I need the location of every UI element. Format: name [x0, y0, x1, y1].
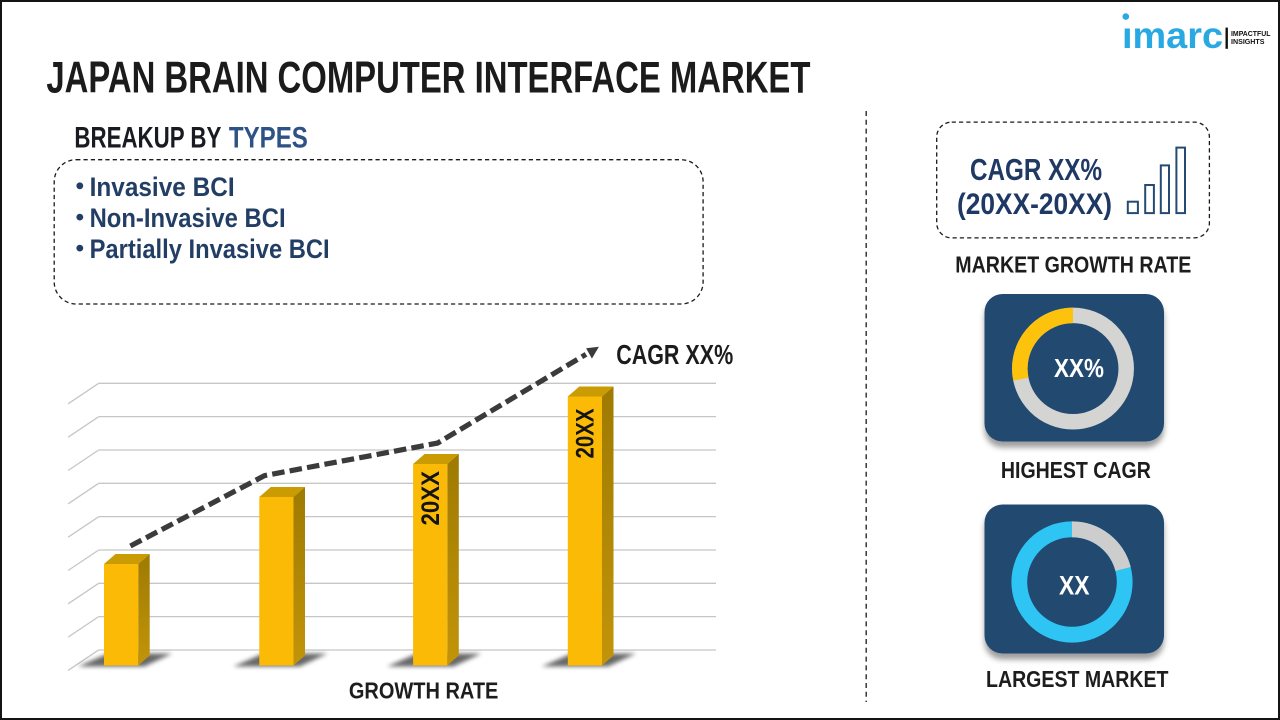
svg-text:Invasive BCI: Invasive BCI: [90, 172, 235, 202]
svg-text:LARGEST MARKET: LARGEST MARKET: [986, 666, 1169, 692]
svg-text:(20XX-20XX): (20XX-20XX): [957, 188, 1112, 221]
svg-text:HIGHEST CAGR: HIGHEST CAGR: [1001, 457, 1151, 483]
svg-text:MARKET GROWTH RATE: MARKET GROWTH RATE: [955, 252, 1191, 278]
svg-text:Non-Invasive BCI: Non-Invasive BCI: [90, 203, 286, 233]
svg-text:20XX: 20XX: [418, 470, 445, 525]
svg-text:GROWTH RATE: GROWTH RATE: [349, 677, 499, 703]
svg-text:XX%: XX%: [1054, 353, 1104, 383]
svg-text:JAPAN BRAIN COMPUTER INTERFACE: JAPAN BRAIN COMPUTER INTERFACE MARKET: [46, 54, 810, 103]
svg-text:INSIGHTS: INSIGHTS: [1231, 37, 1265, 46]
svg-text:IMPACTFUL: IMPACTFUL: [1231, 29, 1271, 38]
svg-text:CAGR XX%: CAGR XX%: [616, 338, 733, 370]
svg-text:BREAKUP BY: BREAKUP BY: [74, 122, 221, 155]
svg-text:TYPES: TYPES: [229, 122, 308, 155]
svg-text:20XX: 20XX: [573, 408, 600, 458]
svg-text:CAGR XX%: CAGR XX%: [970, 152, 1102, 187]
svg-text:XX: XX: [1059, 571, 1090, 601]
svg-text:ımarc: ımarc: [1122, 15, 1223, 56]
svg-text:Partially Invasive BCI: Partially Invasive BCI: [90, 234, 330, 264]
